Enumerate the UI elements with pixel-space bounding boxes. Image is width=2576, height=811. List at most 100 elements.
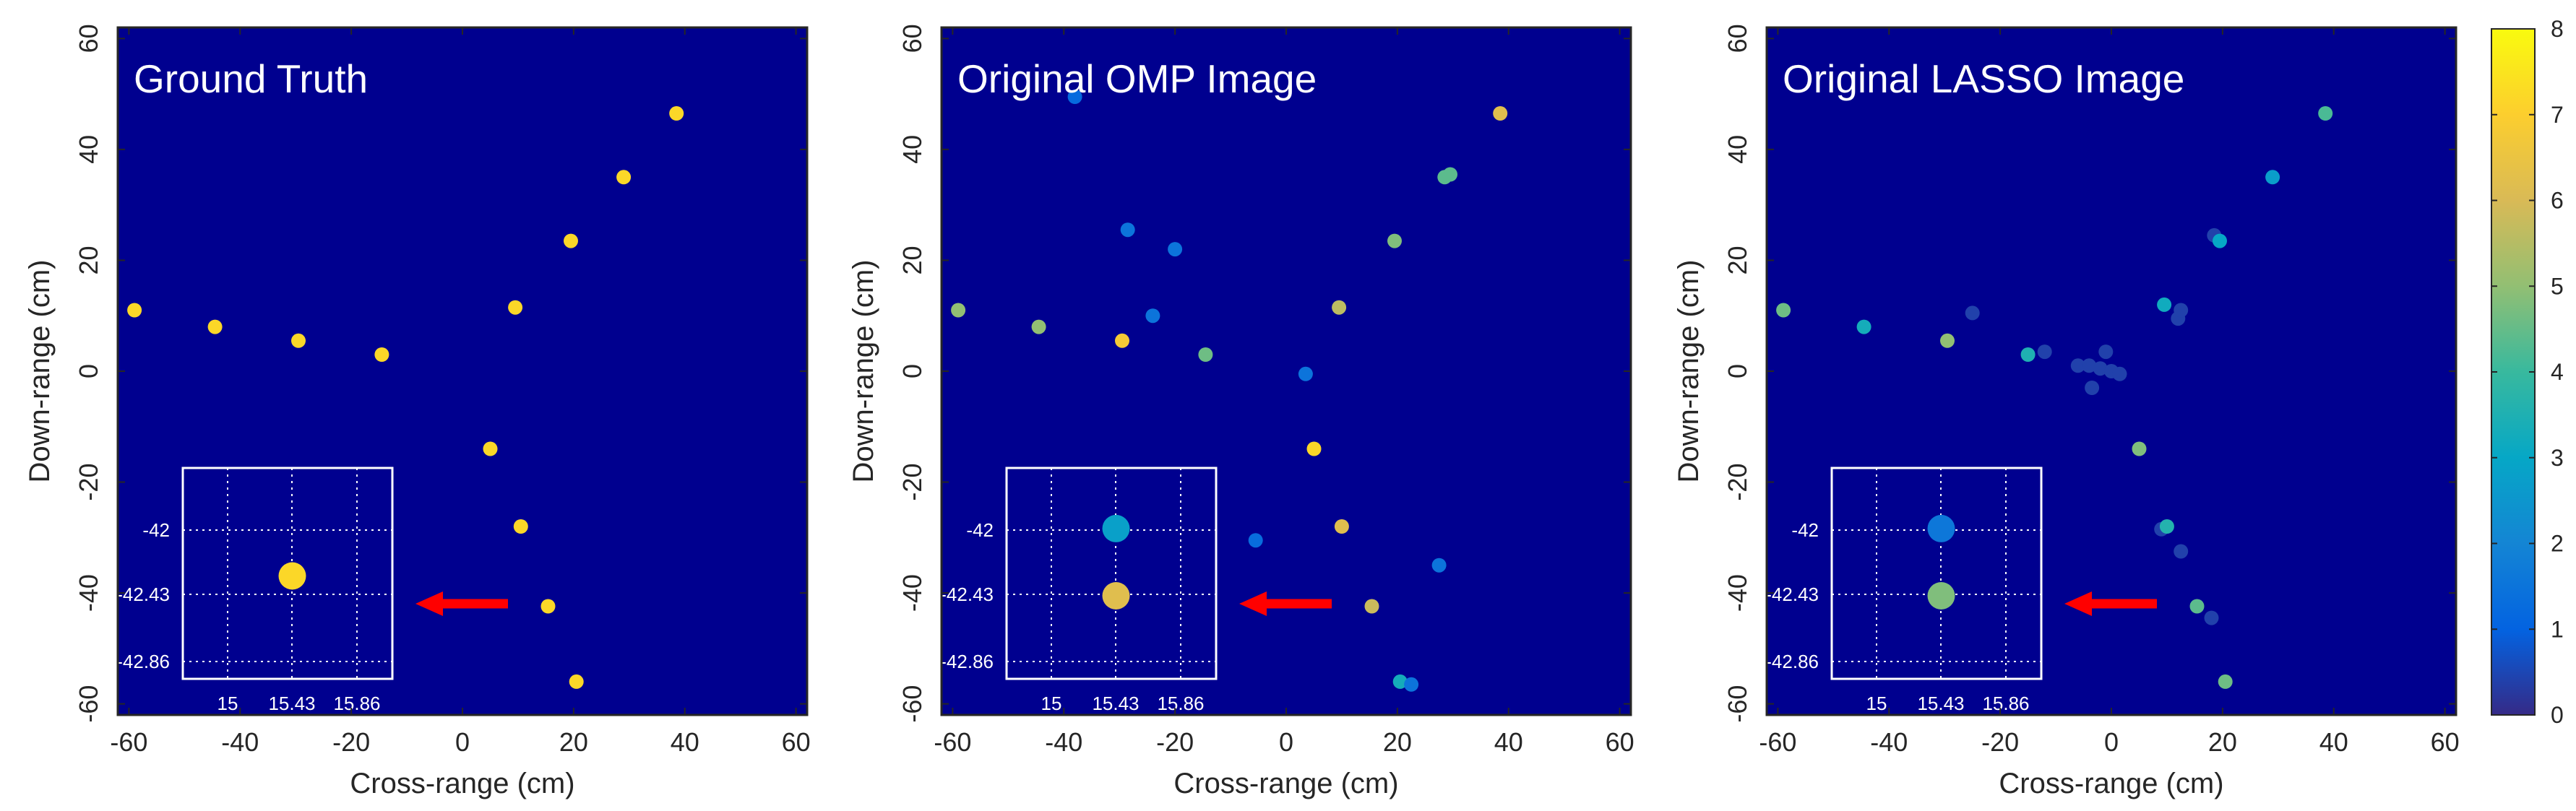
y-tick-label: 60 bbox=[897, 24, 927, 53]
inset-x-tick-label: 15.86 bbox=[333, 693, 380, 714]
scatter-point bbox=[2213, 233, 2227, 248]
inset-point bbox=[278, 562, 306, 590]
colorbar-tick-label: 1 bbox=[2551, 616, 2564, 642]
x-tick-label: -40 bbox=[1870, 727, 1908, 757]
panel-2: 15 15.43 15.86 -42 -42.43 -42.86 -60 -40 -20 0 20 4… bbox=[848, 24, 1634, 799]
x-tick-label: 60 bbox=[1606, 727, 1634, 757]
x-tick-label: 20 bbox=[2208, 727, 2237, 757]
inset-point bbox=[1102, 514, 1130, 542]
scatter-point bbox=[1392, 674, 1408, 689]
scatter-point bbox=[2318, 106, 2333, 121]
y-tick-label: -60 bbox=[1723, 685, 1752, 723]
scatter-point bbox=[1120, 222, 1135, 238]
zoom-inset bbox=[1830, 467, 2043, 680]
x-tick-label: -60 bbox=[1759, 727, 1796, 757]
x-tick-label: 60 bbox=[782, 727, 811, 757]
scatter-point bbox=[2204, 610, 2219, 625]
inset-y-tick-label: -42 bbox=[1791, 519, 1819, 541]
panel-1: 15 15.43 15.86 -42 -42.43 -42.86 -60 -40 -20 0 20 4… bbox=[24, 24, 811, 799]
scatter-point bbox=[2174, 544, 2189, 559]
scatter-point bbox=[951, 303, 966, 318]
x-tick-label: 40 bbox=[1494, 727, 1523, 757]
colorbar-tick-label: 7 bbox=[2551, 102, 2564, 128]
x-tick-label: 40 bbox=[671, 727, 699, 757]
scatter-point bbox=[508, 300, 523, 315]
y-axis-label: Down-range (cm) bbox=[1673, 260, 1705, 483]
y-tick-label: 60 bbox=[74, 24, 103, 53]
scatter-point bbox=[1145, 308, 1160, 324]
scatter-point bbox=[1248, 533, 1263, 548]
colorbar-tick-label: 5 bbox=[2551, 273, 2564, 299]
y-tick-label: 20 bbox=[74, 246, 103, 274]
inset-x-tick-label: 15.86 bbox=[1982, 693, 2029, 714]
scatter-point bbox=[616, 170, 632, 185]
scatter-point bbox=[374, 347, 389, 362]
inset-x-tick-label: 15.86 bbox=[1157, 693, 1204, 714]
inset-x-tick-label: 15 bbox=[1866, 693, 1887, 714]
scatter-point bbox=[1364, 599, 1379, 614]
x-tick-label: 0 bbox=[2104, 727, 2119, 757]
y-tick-label: 20 bbox=[897, 246, 927, 274]
scatter-point bbox=[2174, 303, 2189, 318]
scatter-point bbox=[1115, 333, 1129, 348]
x-tick-label: -60 bbox=[110, 727, 147, 757]
scatter-point bbox=[2112, 366, 2127, 381]
scatter-point bbox=[2082, 358, 2097, 373]
y-tick-label: 0 bbox=[1723, 364, 1752, 378]
inset-point bbox=[1927, 582, 1955, 610]
scatter-point bbox=[569, 674, 584, 689]
y-tick-label: 40 bbox=[897, 135, 927, 164]
scatter-point bbox=[2085, 381, 2100, 395]
y-tick-label: 0 bbox=[74, 364, 103, 378]
arrow-head bbox=[1239, 591, 1267, 616]
x-tick-label: 40 bbox=[2319, 727, 2348, 757]
scatter-point bbox=[1404, 677, 1419, 692]
zoom-inset bbox=[1005, 467, 1218, 680]
y-tick-label: -40 bbox=[74, 574, 103, 612]
inset-x-tick-label: 15.43 bbox=[1917, 693, 1964, 714]
scatter-point bbox=[207, 319, 223, 334]
colorbar: 0 1 2 3 4 5 6 7 8 bbox=[2491, 16, 2564, 728]
panel-3: 15 15.43 15.86 -42 -42.43 -42.86 -60 -40 -20 0 20 4… bbox=[1673, 24, 2460, 799]
y-tick-label: -60 bbox=[74, 685, 103, 723]
scatter-point bbox=[483, 441, 498, 456]
inset-y-tick-label: -42.43 bbox=[116, 584, 170, 605]
colorbar-tick-label: 3 bbox=[2551, 445, 2564, 471]
inset-y-tick-label: -42.43 bbox=[940, 584, 994, 605]
scatter-point bbox=[1965, 305, 1980, 321]
x-tick-label: -40 bbox=[221, 727, 259, 757]
panel-title: Original OMP Image bbox=[957, 56, 1317, 101]
colorbar-gradient bbox=[2491, 28, 2536, 716]
inset-x-tick-label: 15 bbox=[217, 693, 238, 714]
colorbar-tick-label: 0 bbox=[2551, 702, 2564, 728]
inset-y-tick-label: -42.86 bbox=[116, 651, 170, 672]
x-tick-label: 0 bbox=[455, 727, 470, 757]
scatter-point bbox=[2157, 297, 2172, 312]
scatter-point bbox=[1168, 242, 1183, 257]
scatter-point bbox=[2132, 441, 2147, 456]
scatter-point bbox=[1776, 303, 1791, 318]
x-tick-label: 20 bbox=[559, 727, 588, 757]
arrow-head bbox=[2064, 591, 2092, 616]
y-tick-label: -20 bbox=[1723, 464, 1752, 501]
scatter-point bbox=[1198, 347, 1213, 362]
x-tick-label: -20 bbox=[1981, 727, 2019, 757]
scatter-point bbox=[2020, 347, 2036, 362]
x-axis-label: Cross-range (cm) bbox=[1999, 768, 2223, 799]
x-tick-label: -40 bbox=[1045, 727, 1082, 757]
inset-y-tick-label: -42 bbox=[966, 519, 994, 541]
x-axis-label: Cross-range (cm) bbox=[1173, 768, 1398, 799]
panel-title: Ground Truth bbox=[134, 56, 368, 101]
scatter-point bbox=[1067, 90, 1082, 104]
scatter-point bbox=[1940, 333, 1955, 348]
inset-y-tick-label: -42.86 bbox=[1765, 651, 1819, 672]
scatter-point bbox=[1298, 366, 1313, 381]
scatter-point bbox=[564, 233, 578, 248]
scatter-point bbox=[127, 303, 142, 318]
inset-y-tick-label: -42.86 bbox=[940, 651, 994, 672]
scatter-point bbox=[2037, 344, 2052, 360]
y-tick-label: -40 bbox=[1723, 574, 1752, 612]
colorbar-tick-label: 4 bbox=[2551, 359, 2564, 385]
scatter-point bbox=[1387, 233, 1402, 248]
